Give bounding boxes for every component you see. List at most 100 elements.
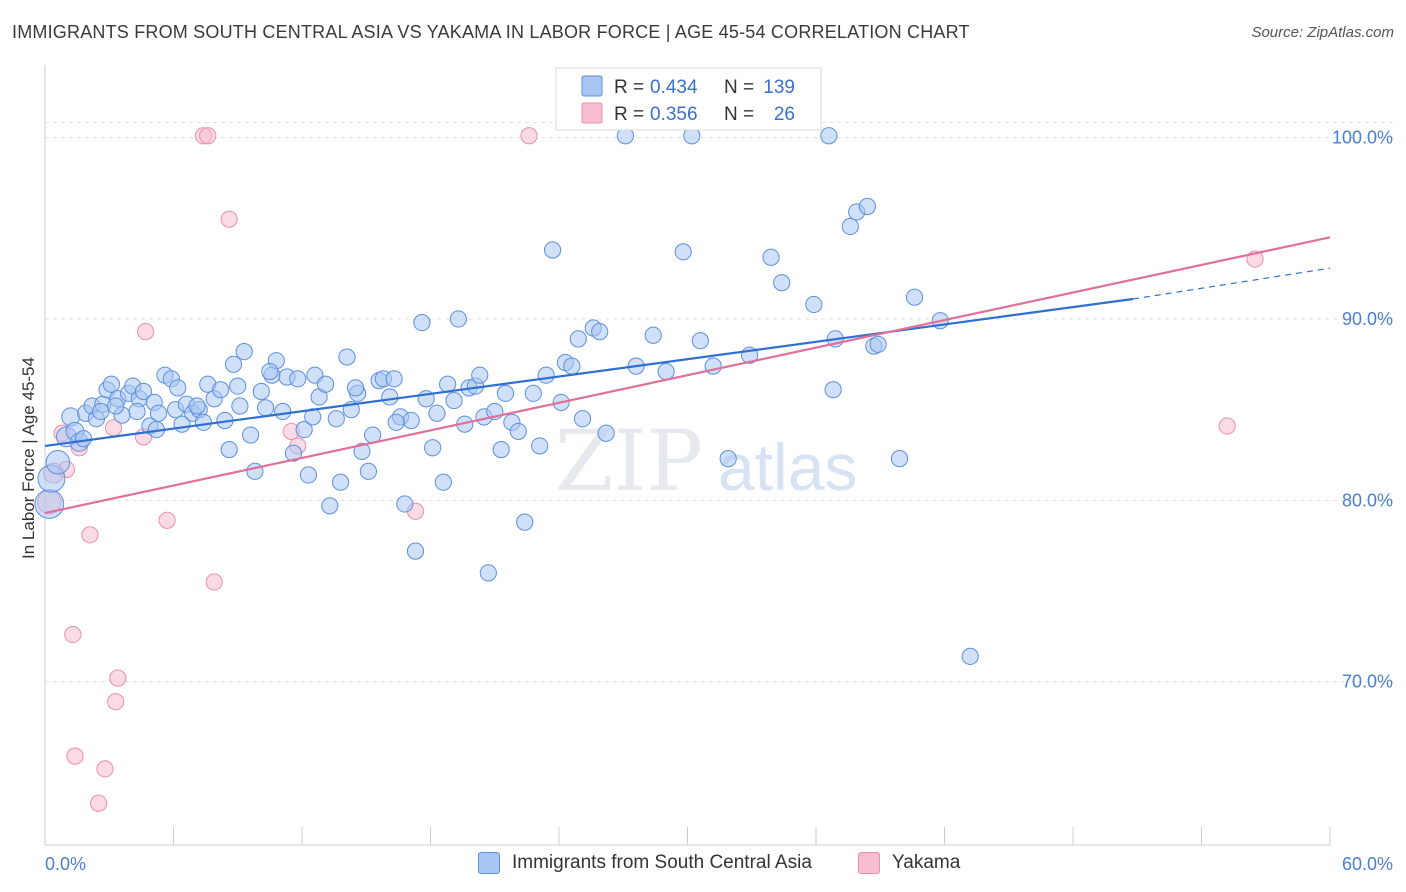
- yakama-point: [66, 747, 84, 765]
- south-central-asia-point: [805, 295, 823, 314]
- watermark: ZIP atlas: [555, 412, 857, 510]
- bottom-legend-swatch-pink: [858, 852, 880, 874]
- south-central-asia-point: [289, 370, 307, 388]
- yakama-point: [109, 669, 127, 687]
- south-central-asia-point: [284, 444, 303, 462]
- south-central-asia-point: [387, 413, 405, 431]
- south-central-asia-point: [424, 439, 442, 457]
- south-central-asia-point: [242, 426, 260, 444]
- south-central-asia-point: [92, 402, 110, 421]
- yakama-point: [107, 693, 125, 711]
- south-central-asia-point: [212, 381, 230, 399]
- watermark-zip: ZIP: [555, 412, 703, 510]
- south-central-asia-point: [134, 382, 153, 401]
- south-central-asia-point: [434, 473, 452, 491]
- south-central-asia-point: [509, 422, 527, 441]
- south-central-asia-point: [492, 440, 510, 459]
- south-central-asia-point: [820, 127, 838, 145]
- legend-r-label-1: R =: [614, 77, 644, 98]
- y-axis-label: In Labor Force | Age 45-54: [19, 357, 38, 559]
- yakama-point: [64, 625, 82, 644]
- south-central-asia-point: [381, 388, 399, 406]
- south-central-asia-point: [299, 466, 318, 484]
- trend-line-south-central-asia: [44, 297, 1134, 448]
- south-central-asia-point: [246, 462, 264, 480]
- south-central-asia-point: [858, 197, 877, 216]
- south-central-asia-point: [261, 362, 279, 381]
- south-central-asia-point: [563, 357, 581, 375]
- trend-line-yakama: [44, 236, 1331, 515]
- south-central-asia-point: [149, 404, 168, 422]
- south-central-asia-point: [573, 410, 592, 428]
- south-central-asia-point: [591, 323, 609, 341]
- legend-n-value-1: 139: [763, 77, 795, 98]
- legend: R = 0.434 N = 139 R = 0.356 N = 26: [555, 67, 822, 131]
- y-tick-label: 80.0%: [1342, 490, 1393, 510]
- south-central-asia-point: [531, 437, 549, 455]
- bottom-legend-item-yakama: Yakama: [858, 852, 960, 874]
- yakama-point: [81, 526, 99, 544]
- south-central-asia-point: [773, 274, 791, 292]
- south-central-asia-point: [107, 397, 125, 415]
- south-central-asia-point: [45, 450, 71, 475]
- source-label: Source: ZipAtlas.com: [1251, 24, 1394, 41]
- south-central-asia-point: [674, 243, 692, 261]
- south-central-asia-point: [359, 462, 377, 480]
- legend-n-label-2: N =: [724, 104, 754, 125]
- south-central-asia-point: [762, 248, 780, 266]
- south-central-asia-point: [841, 217, 859, 236]
- yakama-point: [137, 323, 155, 341]
- south-central-asia-point: [691, 332, 709, 350]
- south-central-asia-point: [102, 375, 120, 393]
- south-central-asia-point: [905, 288, 924, 306]
- south-central-asia-point: [274, 402, 292, 421]
- south-central-asia-point: [428, 404, 446, 422]
- yakama-point: [199, 127, 217, 145]
- south-central-asia-point: [353, 442, 371, 460]
- south-central-asia-point: [235, 343, 253, 361]
- south-central-asia-point: [471, 366, 489, 384]
- south-central-asia-point: [413, 313, 431, 332]
- legend-n-value-2: 26: [774, 104, 795, 125]
- south-central-asia-point: [321, 497, 339, 515]
- y-tick-label: 90.0%: [1342, 309, 1393, 329]
- bottom-legend-item-south-central-asia: Immigrants from South Central Asia: [478, 852, 812, 874]
- south-central-asia-point: [537, 366, 555, 384]
- south-central-asia-point: [644, 326, 662, 344]
- south-central-asia-point: [479, 564, 497, 582]
- yakama-point: [89, 794, 108, 812]
- south-central-asia-point: [543, 241, 562, 259]
- legend-n-label-1: N =: [724, 77, 754, 98]
- south-central-asia-point: [346, 379, 365, 397]
- south-central-asia-point: [194, 413, 213, 431]
- south-central-asia-point: [316, 375, 335, 393]
- south-central-asia-point: [256, 399, 275, 417]
- yakama-point: [205, 573, 223, 591]
- south-central-asia-point: [295, 421, 313, 439]
- south-central-asia-point: [169, 379, 187, 397]
- south-central-asia-point: [719, 450, 737, 468]
- legend-swatch-pink: [581, 102, 603, 124]
- south-central-asia-point: [224, 355, 243, 373]
- yakama-point: [1218, 417, 1236, 435]
- south-central-asia-point: [869, 335, 887, 353]
- south-central-asia-point: [890, 450, 909, 468]
- bottom-legend-label-yakama: Yakama: [892, 852, 961, 873]
- south-central-asia-point: [74, 430, 93, 448]
- yakama-point: [520, 127, 538, 145]
- south-central-asia-point: [229, 377, 247, 395]
- south-central-asia-point: [445, 391, 463, 410]
- trend-line-south-central-asia-extension: [1132, 267, 1331, 300]
- south-central-asia-point: [338, 348, 356, 366]
- south-central-asia-point: [961, 647, 979, 665]
- yakama-point: [96, 760, 114, 778]
- yakama-point: [158, 511, 176, 529]
- south-central-asia-point: [331, 473, 350, 491]
- south-central-asia-point: [252, 382, 270, 401]
- south-central-asia-point: [396, 495, 414, 513]
- bottom-legend: Immigrants from South Central Asia Yakam…: [0, 852, 1406, 878]
- legend-r-value-1: 0.434: [650, 77, 698, 98]
- chart-title: IMMIGRANTS FROM SOUTH CENTRAL ASIA VS YA…: [12, 22, 970, 42]
- watermark-atlas: atlas: [718, 430, 857, 504]
